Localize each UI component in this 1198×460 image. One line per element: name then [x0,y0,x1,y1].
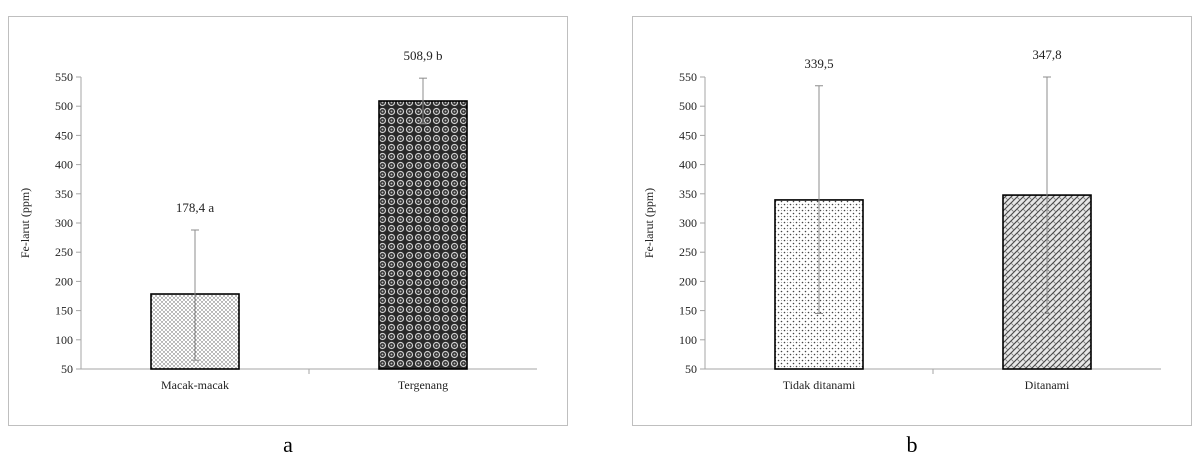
data-label: 339,5 [804,56,833,71]
data-label: 178,4 a [176,200,215,215]
x-tick-label: Tidak ditanami [783,378,856,392]
y-tick-label: 50 [685,362,697,376]
y-tick-label: 500 [679,99,697,113]
y-tick-label: 400 [55,158,73,172]
y-tick-label: 550 [55,70,73,84]
y-tick-label: 50 [61,362,73,376]
y-tick-label: 500 [55,99,73,113]
y-tick-label: 450 [679,128,697,142]
y-tick-label: 100 [55,333,73,347]
bar [378,100,468,370]
y-tick-label: 150 [55,304,73,318]
y-tick-label: 250 [679,245,697,259]
y-tick-label: 200 [55,274,73,288]
chart-a-svg: 50 100 150 200 250 300 350 400 450 500 550 Fe-larut… [18,48,537,392]
data-label: 508,9 b [404,48,443,63]
y-tick-label: 400 [679,158,697,172]
data-label: 347,8 [1032,47,1061,62]
y-tick-label: 550 [679,70,697,84]
y-tick-label: 200 [679,274,697,288]
plot-area: 50 100 150 200 250 300 350 400 450 500 550 Fe-larut… [642,47,1161,392]
y-tick-label: 300 [679,216,697,230]
y-tick-label: 100 [679,333,697,347]
y-tick-label: 350 [679,187,697,201]
panel-label-a: a [283,432,293,457]
y-axis-label: Fe-larut (ppm) [18,188,32,258]
y-tick-label: 300 [55,216,73,230]
y-tick-label: 250 [55,245,73,259]
x-tick-label: Ditanami [1025,378,1070,392]
chart-b-svg: 50 100 150 200 250 300 350 400 450 500 550 Fe-larut… [642,47,1161,392]
x-tick-label: Macak-macak [161,378,229,392]
chart-panel-a: 50 100 150 200 250 300 350 400 450 500 550 Fe-larut… [8,16,568,426]
plot-area: 50 100 150 200 250 300 350 400 450 500 550 Fe-larut… [18,48,537,392]
y-tick-label: 150 [679,304,697,318]
y-tick-label: 350 [55,187,73,201]
x-tick-label: Tergenang [398,378,448,392]
chart-panel-b: 50 100 150 200 250 300 350 400 450 500 550 Fe-larut… [632,16,1192,426]
y-tick-label: 450 [55,128,73,142]
panel-label-b: b [906,432,918,457]
y-axis-label: Fe-larut (ppm) [642,188,656,258]
